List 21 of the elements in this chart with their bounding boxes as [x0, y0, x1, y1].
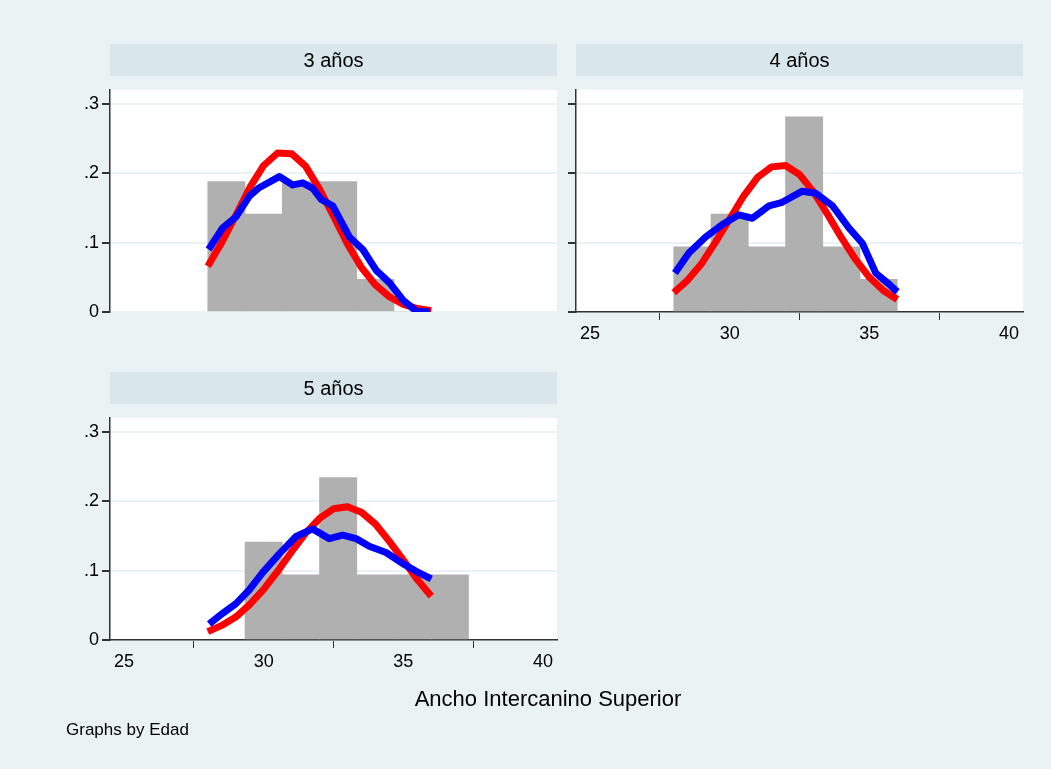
text: Graphs by Edad [66, 720, 189, 740]
chart-title: 3 años [110, 44, 557, 76]
y-tick-label: 0 [88, 300, 99, 321]
chart-title: 4 años [576, 44, 1023, 76]
y-tick-label: .2 [83, 490, 99, 511]
x-tick-label: 25 [113, 650, 134, 671]
y-tick-label: .1 [83, 559, 99, 580]
x-axis-title: Ancho Intercanino Superior [413, 686, 683, 712]
y-tick-label: .3 [83, 420, 99, 441]
x-tick-label: 25 [579, 322, 600, 343]
y-tick-label: .2 [83, 162, 99, 183]
x-tick-label: 40 [999, 322, 1020, 343]
x-tick-label: 30 [719, 322, 740, 343]
y-tick-label: .3 [83, 92, 99, 113]
y-tick-label: .1 [83, 231, 99, 252]
x-tick-label: 30 [253, 650, 274, 671]
y-tick-label: 0 [88, 628, 99, 649]
x-tick-label: 35 [859, 322, 880, 343]
x-tick-label: 40 [533, 650, 554, 671]
x-tick-label: 35 [393, 650, 414, 671]
chart-title: 5 años [110, 372, 557, 404]
